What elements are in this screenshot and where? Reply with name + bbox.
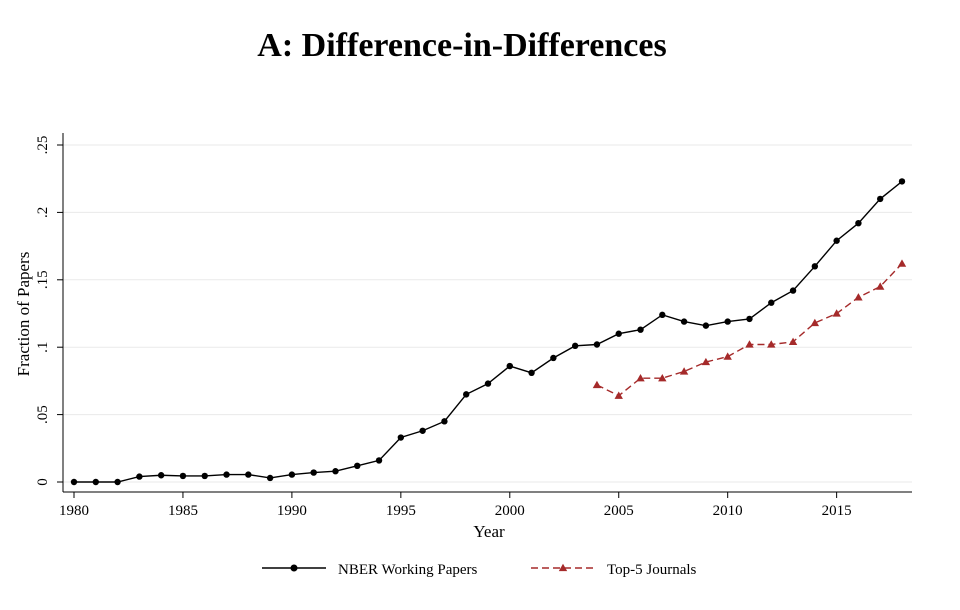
legend-entry-nber: NBER Working Papers	[262, 562, 478, 578]
data-point	[658, 374, 667, 382]
x-tick-label: 1980	[59, 503, 89, 519]
x-axis-label: Year	[473, 522, 505, 541]
y-tick-label: .1	[35, 342, 51, 353]
data-point	[441, 418, 448, 425]
data-point	[592, 380, 602, 389]
data-point	[92, 478, 99, 486]
data-point	[745, 340, 754, 348]
data-point	[506, 362, 513, 370]
legend-label-top5: Top-5 Journals	[607, 562, 697, 578]
data-point	[701, 357, 711, 366]
data-point	[288, 471, 296, 478]
data-point	[898, 178, 906, 185]
data-point	[855, 219, 862, 227]
data-point	[70, 478, 78, 486]
x-tick-label: 1985	[168, 503, 198, 519]
data-point	[397, 434, 405, 441]
legend: NBER Working Papers Top-5 Journals	[262, 562, 697, 578]
y-tick-label: .15	[35, 270, 51, 289]
y-tick-label: .25	[35, 136, 51, 155]
data-point	[528, 369, 535, 377]
data-point	[179, 472, 187, 480]
legend-marker-nber	[290, 564, 298, 572]
data-point	[746, 315, 753, 323]
axes	[62, 133, 912, 493]
data-point	[614, 391, 623, 399]
series-line	[74, 180, 903, 483]
series-0	[70, 178, 906, 486]
data-point	[201, 472, 208, 480]
y-tick-label: 0	[35, 478, 51, 486]
series-1	[592, 259, 907, 399]
data-point	[615, 330, 622, 337]
data-point	[419, 427, 426, 434]
y-axis-label: Fraction of Papers	[14, 252, 33, 377]
data-point	[788, 337, 798, 345]
data-point	[811, 263, 819, 270]
data-point	[810, 318, 820, 327]
data-point	[593, 341, 601, 348]
data-point	[724, 318, 731, 325]
data-point	[768, 299, 775, 306]
data-point	[310, 469, 317, 476]
legend-label-nber: NBER Working Papers	[338, 562, 478, 578]
data-point	[245, 471, 252, 478]
x-tick-label: 1990	[277, 503, 307, 519]
x-tick-label: 2005	[604, 503, 634, 519]
data-point	[680, 318, 688, 325]
ticks: 0 .05 .1 .15 .2 .25 1980 1985 1990 1995 2000 2005 20…	[35, 136, 852, 519]
x-tick-label: 1995	[386, 503, 416, 519]
x-tick-label: 2015	[822, 503, 852, 519]
data-point	[550, 354, 557, 362]
chart-title: A: Difference-in-Differences	[257, 27, 666, 64]
data-point	[723, 352, 732, 360]
data-point	[659, 311, 666, 319]
data-point	[636, 374, 645, 382]
data-point	[484, 380, 492, 387]
data-point	[833, 237, 840, 244]
data-point	[571, 342, 579, 350]
x-tick-label: 2000	[495, 503, 525, 519]
grid	[63, 144, 912, 483]
data-point	[897, 259, 907, 267]
data-point	[832, 309, 841, 317]
data-point	[789, 287, 797, 294]
y-tick-label: .05	[35, 405, 51, 424]
data-point	[332, 468, 339, 475]
legend-entry-top5: Top-5 Journals	[531, 562, 697, 578]
data-point	[114, 478, 121, 486]
data-point	[375, 457, 383, 464]
data-point	[877, 195, 884, 203]
data-point	[767, 340, 776, 348]
data-point	[354, 462, 361, 470]
data-point	[223, 471, 230, 478]
data-point	[702, 322, 710, 329]
data-point	[463, 391, 470, 398]
data-point	[266, 474, 274, 482]
series	[70, 178, 907, 486]
x-tick-label: 2010	[713, 503, 743, 519]
data-point	[637, 326, 644, 333]
data-point	[876, 282, 885, 290]
data-point	[854, 293, 863, 301]
data-point	[679, 367, 689, 375]
data-point	[157, 472, 165, 479]
y-tick-label: .2	[35, 207, 51, 218]
legend-marker-top5	[558, 563, 568, 572]
data-point	[136, 473, 143, 480]
